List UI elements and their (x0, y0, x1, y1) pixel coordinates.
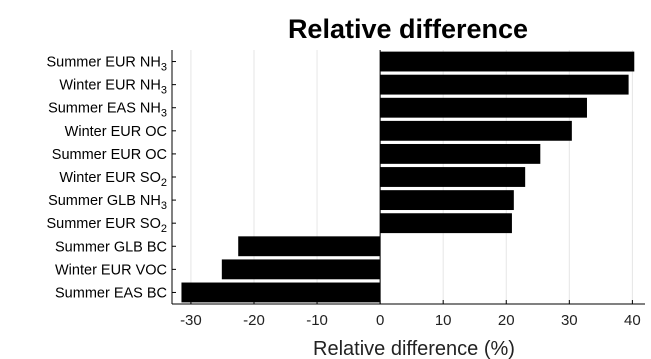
bar (221, 259, 381, 280)
bar (380, 51, 635, 72)
bar (380, 74, 629, 95)
x-tick-label: -10 (306, 312, 328, 329)
x-tick-label: 10 (435, 312, 452, 329)
bar (380, 143, 541, 164)
category-label: Winter EUR VOC (55, 262, 167, 278)
category-label: Summer EUR NH3 (46, 55, 167, 74)
category-label: Winter EUR NH3 (59, 78, 167, 97)
x-tick-label: 0 (376, 312, 384, 329)
category-label: Summer GLB NH3 (48, 193, 167, 212)
category-label: Summer EAS BC (55, 285, 167, 301)
bar (380, 120, 572, 141)
category-label: Summer GLB BC (55, 239, 167, 255)
x-tick-label: -20 (243, 312, 265, 329)
bar (380, 213, 512, 234)
category-label: Summer EUR SO2 (46, 216, 167, 235)
bar (380, 97, 587, 118)
chart-title: Relative difference (288, 14, 528, 44)
category-label: Summer EAS NH3 (48, 101, 167, 120)
x-ticks: -30 -20 -10 0 10 20 30 40 (172, 61, 641, 329)
bar (380, 190, 514, 211)
bar (380, 167, 526, 187)
category-labels: Summer EUR NH3 Winter EUR NH3 Summer EAS N… (46, 55, 167, 302)
x-tick-label: -30 (180, 312, 202, 329)
category-label: Winter EUR OC (65, 124, 167, 140)
category-label: Winter EUR SO2 (59, 170, 167, 189)
bar (238, 236, 381, 257)
bar (181, 282, 381, 303)
category-label: Summer EUR OC (52, 147, 167, 163)
x-axis-label: Relative difference (%) (313, 338, 515, 359)
x-tick-label: 40 (624, 312, 641, 329)
x-tick-label: 30 (561, 312, 578, 329)
x-tick-label: 20 (498, 312, 515, 329)
bar-series (181, 51, 635, 303)
